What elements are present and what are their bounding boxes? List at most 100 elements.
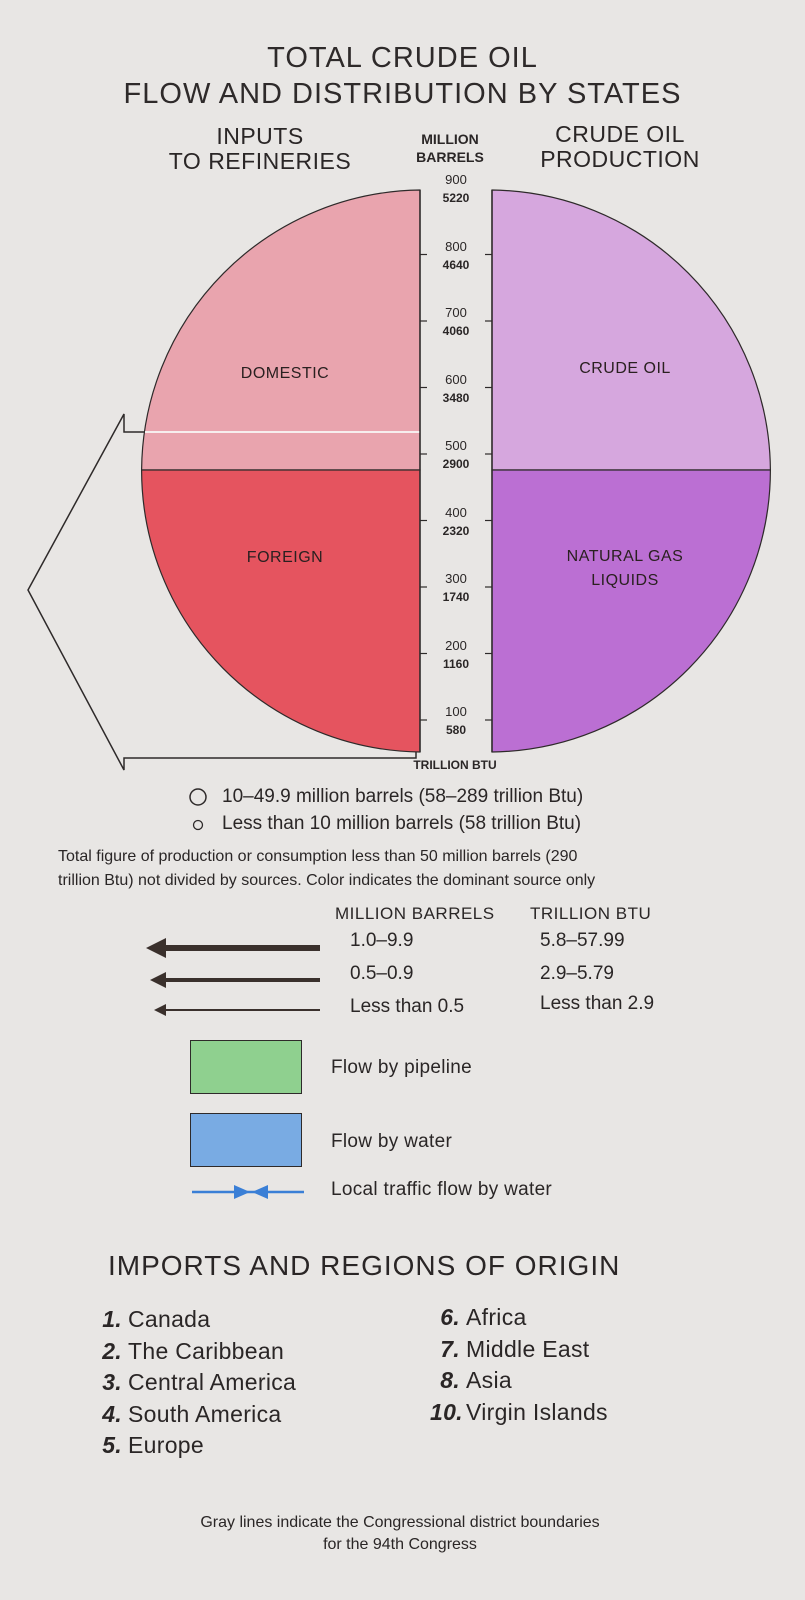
import-name: Canada bbox=[128, 1306, 211, 1332]
import-item: 2. The Caribbean bbox=[92, 1336, 296, 1368]
import-name: South America bbox=[128, 1400, 282, 1427]
scale-tick-btu: 2320 bbox=[442, 523, 470, 538]
scale-tick-barrels: 300 bbox=[445, 571, 467, 586]
right-header: CRUDE OIL PRODUCTION bbox=[510, 122, 730, 172]
domestic-segment bbox=[140, 189, 421, 471]
import-name: The Caribbean bbox=[128, 1337, 285, 1364]
water-label: Flow by water bbox=[331, 1131, 453, 1152]
flow-row2-barrels: 0.5–0.9 bbox=[350, 963, 414, 984]
arrow-medium-icon bbox=[150, 972, 320, 988]
ngl-label-line1: NATURAL GAS bbox=[566, 548, 684, 565]
import-num: 10. bbox=[430, 1398, 463, 1425]
scale-tick-barrels: 500 bbox=[445, 438, 467, 453]
imports-list-right: 6. Africa 7. Middle East 8. Asia 10. Virgin … bbox=[430, 1302, 608, 1428]
title-line-1: TOTAL CRUDE OIL bbox=[267, 42, 538, 74]
left-header: INPUTS TO REFINERIES bbox=[150, 124, 370, 174]
import-item: 8. Asia bbox=[430, 1365, 608, 1397]
flow-col-btu: TRILLION BTU bbox=[530, 904, 652, 923]
foreign-segment bbox=[140, 469, 421, 753]
ngl-segment bbox=[491, 469, 772, 753]
scale-tick-btu: 1740 bbox=[442, 590, 470, 604]
scale-tick-btu: 4060 bbox=[442, 324, 470, 338]
flow-row1-btu: 5.8–57.99 bbox=[540, 930, 625, 951]
import-num: 1. bbox=[102, 1306, 122, 1332]
small-circle-icon bbox=[192, 819, 204, 831]
flow-row3-barrels: Less than 0.5 bbox=[350, 996, 465, 1017]
right-header-line2: PRODUCTION bbox=[540, 146, 700, 172]
ngl-label-line2: LIQUIDS bbox=[591, 572, 659, 589]
right-header-line1: CRUDE OIL bbox=[555, 121, 685, 147]
import-name: Middle East bbox=[466, 1335, 590, 1362]
flow-arrows bbox=[146, 938, 320, 1016]
import-num: 5. bbox=[102, 1432, 122, 1458]
import-item: 3. Central America bbox=[92, 1367, 296, 1399]
scale-head-line1: MILLION bbox=[421, 131, 479, 147]
scale-tick-btu: 2900 bbox=[442, 457, 470, 471]
import-num: 2. bbox=[102, 1337, 122, 1364]
arrow-thick-icon bbox=[146, 938, 320, 958]
flow-row2-btu: 2.9–5.79 bbox=[540, 963, 614, 984]
scale-tick-barrels: 600 bbox=[445, 371, 467, 387]
import-item: 10. Virgin Islands bbox=[430, 1397, 608, 1429]
import-item: 6. Africa bbox=[430, 1302, 608, 1334]
footer-note: Gray lines indicate the Congressional di… bbox=[100, 1512, 700, 1556]
import-name: Virgin Islands bbox=[466, 1398, 608, 1425]
arrow-thin-icon bbox=[154, 1004, 320, 1016]
import-name: Africa bbox=[466, 1304, 527, 1330]
left-header-line2: TO REFINERIES bbox=[168, 148, 352, 174]
flow-row3-btu: Less than 2.9 bbox=[540, 993, 655, 1014]
import-num: 4. bbox=[102, 1400, 122, 1427]
scale-tick-marks bbox=[420, 253, 492, 721]
imports-list-left: 1. Canada 2. The Caribbean 3. Central Ameri… bbox=[92, 1304, 296, 1462]
scale-tick-barrels: 100 bbox=[445, 704, 467, 719]
import-num: 7. bbox=[440, 1335, 460, 1362]
scale-foot: TRILLION BTU bbox=[413, 758, 497, 772]
flow-row1-barrels: 1.0–9.9 bbox=[350, 930, 414, 951]
large-circle-icon bbox=[189, 788, 207, 806]
imports-title: IMPORTS AND REGIONS OF ORIGIN bbox=[108, 1250, 621, 1281]
import-num: 8. bbox=[440, 1367, 460, 1393]
foreign-label: FOREIGN bbox=[246, 549, 324, 566]
flow-col-barrels: MILLION BARRELS bbox=[335, 904, 495, 923]
ngl-label: NATURAL GAS LIQUIDS bbox=[540, 545, 710, 593]
import-item: 4. South America bbox=[92, 1399, 296, 1431]
import-item: 5. Europe bbox=[92, 1430, 296, 1462]
scale-tick-barrels: 700 bbox=[445, 305, 467, 320]
left-header-line1: INPUTS bbox=[216, 123, 304, 149]
domestic-label: DOMESTIC bbox=[240, 365, 330, 382]
local-traffic-icon bbox=[192, 1185, 304, 1199]
pipeline-label: Flow by pipeline bbox=[331, 1057, 473, 1078]
water-swatch bbox=[190, 1113, 302, 1167]
scale-tick-barrels: 400 bbox=[445, 504, 467, 520]
circle-legend-small: Less than 10 million barrels (58 trillio… bbox=[222, 813, 582, 834]
crude-oil-segment bbox=[491, 189, 772, 471]
scale-tick-btu: 4640 bbox=[442, 257, 470, 272]
circle-legend-large: 10–49.9 million barrels (58–289 trillion… bbox=[222, 786, 584, 807]
import-item: 7. Middle East bbox=[430, 1334, 608, 1366]
scale-tick-btu: 1160 bbox=[442, 656, 470, 671]
import-name: Central America bbox=[128, 1369, 297, 1395]
footer-line1: Gray lines indicate the Congressional di… bbox=[200, 1514, 600, 1531]
crude-oil-label: CRUDE OIL bbox=[579, 360, 671, 377]
note-text: Total figure of production or consumptio… bbox=[58, 845, 778, 893]
scale-tick-btu: 3480 bbox=[442, 390, 470, 405]
circle-legend-icons bbox=[189, 788, 207, 831]
note-line1: Total figure of production or consumptio… bbox=[58, 848, 578, 865]
scale-tick-barrels: 800 bbox=[445, 238, 467, 254]
import-name: Asia bbox=[466, 1367, 512, 1393]
import-item: 1. Canada bbox=[92, 1304, 296, 1336]
pipeline-swatch bbox=[190, 1040, 302, 1094]
scale-head-line2: BARRELS bbox=[416, 149, 484, 165]
flow-distribution-diagram bbox=[27, 189, 772, 771]
import-num: 6. bbox=[440, 1304, 460, 1330]
scale-tick-btu: 580 bbox=[445, 723, 467, 737]
scale-tick-btu: 5220 bbox=[442, 191, 470, 205]
import-num: 3. bbox=[102, 1369, 122, 1395]
title-line-2: FLOW AND DISTRIBUTION BY STATES bbox=[123, 78, 682, 110]
scale-header: MILLION BARRELS bbox=[410, 130, 490, 166]
scale-tick-barrels: 900 bbox=[445, 172, 467, 187]
scale-tick-barrels: 200 bbox=[445, 637, 467, 653]
footer-line2: for the 94th Congress bbox=[323, 1536, 477, 1553]
local-traffic-label: Local traffic flow by water bbox=[331, 1179, 553, 1200]
note-line2: trillion Btu) not divided by sources. Co… bbox=[58, 872, 596, 889]
